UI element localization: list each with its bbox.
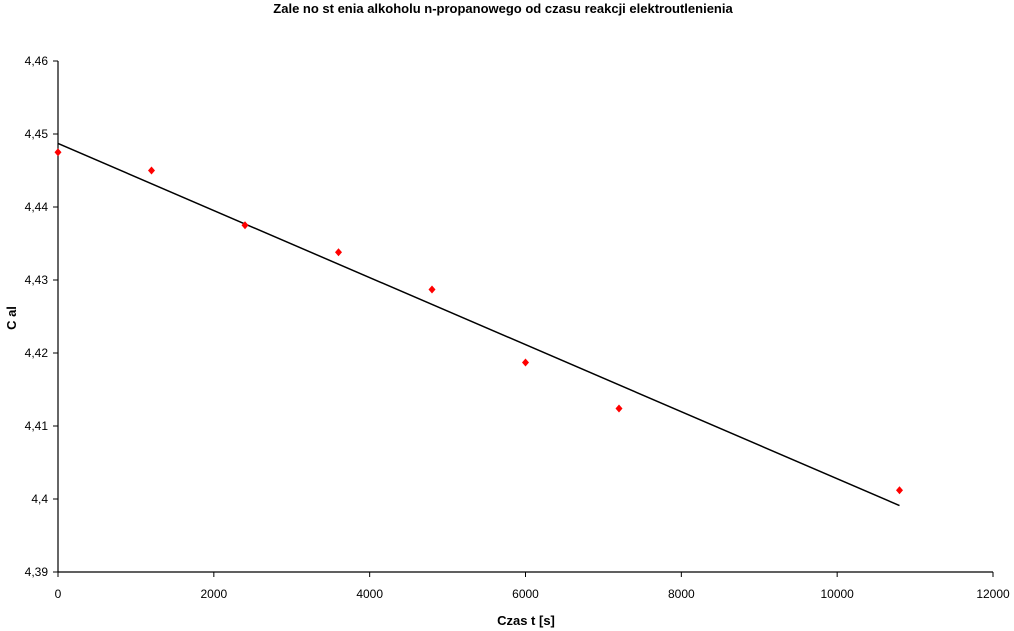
x-tick-label: 8000	[668, 587, 695, 601]
x-tick-label: 12000	[976, 587, 1010, 601]
y-axis-ticks: 4,39 4,4 4,41 4,42 4,43 4,44 4,45 4,46	[25, 54, 58, 579]
data-point	[148, 166, 155, 175]
data-points	[54, 148, 903, 495]
y-tick-label: 4,43	[25, 273, 49, 287]
y-tick-label: 4,39	[25, 565, 49, 579]
x-axis-title: Czas t [s]	[497, 613, 555, 628]
data-point	[241, 221, 249, 230]
data-point	[615, 404, 623, 413]
x-axis-ticks: 0 2000 4000 6000 8000 10000 12000	[55, 572, 1010, 601]
data-point	[522, 358, 529, 367]
trendline	[57, 142, 900, 507]
x-tick-label: 10000	[820, 587, 854, 601]
y-tick-label: 4,4	[31, 492, 48, 506]
x-tick-label: 2000	[200, 587, 227, 601]
data-point	[54, 148, 62, 157]
chart-title: Zale no st enia alkoholu n-propanowego o…	[273, 1, 733, 16]
data-point	[335, 248, 342, 257]
data-point	[896, 486, 903, 495]
x-tick-label: 0	[55, 587, 62, 601]
y-tick-label: 4,44	[25, 200, 49, 214]
y-tick-label: 4,45	[25, 127, 49, 141]
data-point	[428, 285, 436, 294]
x-tick-label: 4000	[356, 587, 383, 601]
x-tick-label: 6000	[512, 587, 539, 601]
y-tick-label: 4,42	[25, 346, 49, 360]
y-axis-title: C al	[4, 306, 19, 330]
y-tick-label: 4,46	[25, 54, 49, 68]
y-tick-label: 4,41	[25, 419, 49, 433]
